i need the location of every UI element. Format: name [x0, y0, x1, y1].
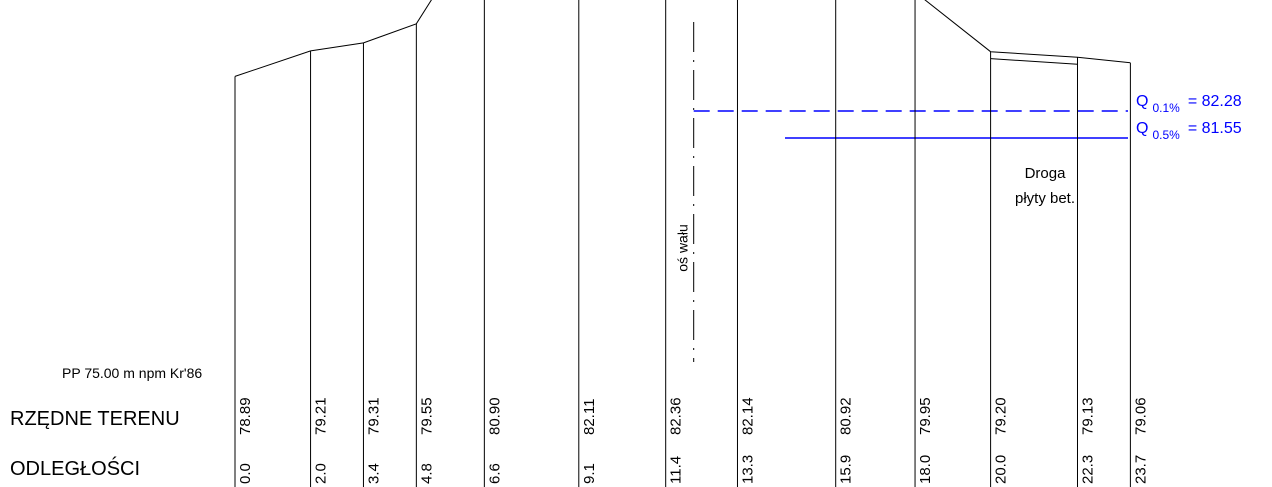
- water-level-symbol: Q: [1136, 120, 1148, 137]
- water-level-value: = 81.55: [1188, 120, 1242, 137]
- elevation-tick-label: 80.90: [486, 397, 503, 435]
- water-level-subscript: 0.1%: [1152, 101, 1180, 115]
- tick-labels: 78.89 0.0 79.21 2.0 79.31 3.4 79.55 4.8 80.90 6.6…: [237, 397, 1149, 484]
- dam-axis-label: oś wału: [675, 224, 691, 271]
- elevation-tick-label: 79.31: [365, 397, 382, 435]
- water-level-label-1: Q 0.5% = 81.55: [1136, 120, 1242, 142]
- water-levels: [693, 110, 1128, 139]
- water-level-label-0: Q 0.1% = 82.28: [1136, 93, 1242, 115]
- elevation-tick-label: 82.14: [739, 397, 756, 435]
- distances-row-label: ODLEGŁOŚCI: [10, 456, 140, 480]
- distance-tick-label: 3.4: [365, 463, 382, 484]
- distance-tick-label: 6.6: [486, 463, 503, 484]
- distance-tick-label: 2.0: [313, 463, 330, 484]
- road-label-line1: Droga: [1025, 165, 1067, 182]
- elevation-tick-label: 79.20: [993, 397, 1010, 435]
- distance-tick-label: 18.0: [917, 455, 934, 484]
- water-level-labels: Q 0.1% = 82.28 Q 0.5% = 81.55: [1136, 93, 1242, 142]
- distance-tick-label: 23.7: [1132, 455, 1149, 484]
- elevations-row-label: RZĘDNE TERENU: [10, 408, 180, 430]
- elevation-tick-label: 79.06: [1132, 397, 1149, 435]
- elevation-tick-label: 80.92: [838, 397, 855, 435]
- road-slab: [990, 58, 1078, 65]
- terrain-profile: [234, 0, 1131, 77]
- road-label-line2: płyty bet.: [1015, 190, 1075, 207]
- elevation-tick-label: 79.95: [917, 397, 934, 435]
- elevation-tick-label: 78.89: [237, 397, 254, 435]
- distance-tick-label: 4.8: [418, 463, 435, 484]
- datum-label: PP 75.00 m npm Kr'86: [62, 365, 202, 381]
- elevation-tick-label: 79.21: [313, 397, 330, 435]
- distance-tick-label: 22.3: [1079, 455, 1096, 484]
- elevation-tick-label: 82.11: [581, 399, 598, 435]
- station-lines: [234, 0, 1131, 487]
- road-slab-line: [990, 58, 1078, 65]
- distance-tick-label: 15.9: [838, 455, 855, 484]
- water-level-value: = 82.28: [1188, 93, 1242, 110]
- distance-tick-label: 9.1: [581, 463, 598, 484]
- elevation-tick-label: 82.36: [668, 397, 685, 435]
- distance-tick-label: 0.0: [237, 463, 254, 484]
- water-level-subscript: 0.5%: [1152, 128, 1180, 142]
- distance-tick-label: 20.0: [993, 455, 1010, 484]
- elevation-tick-label: 79.13: [1079, 397, 1096, 435]
- water-level-symbol: Q: [1136, 93, 1148, 110]
- elevation-tick-label: 79.55: [418, 397, 435, 435]
- distance-tick-label: 11.4: [668, 456, 685, 484]
- distance-tick-label: 13.3: [739, 455, 756, 484]
